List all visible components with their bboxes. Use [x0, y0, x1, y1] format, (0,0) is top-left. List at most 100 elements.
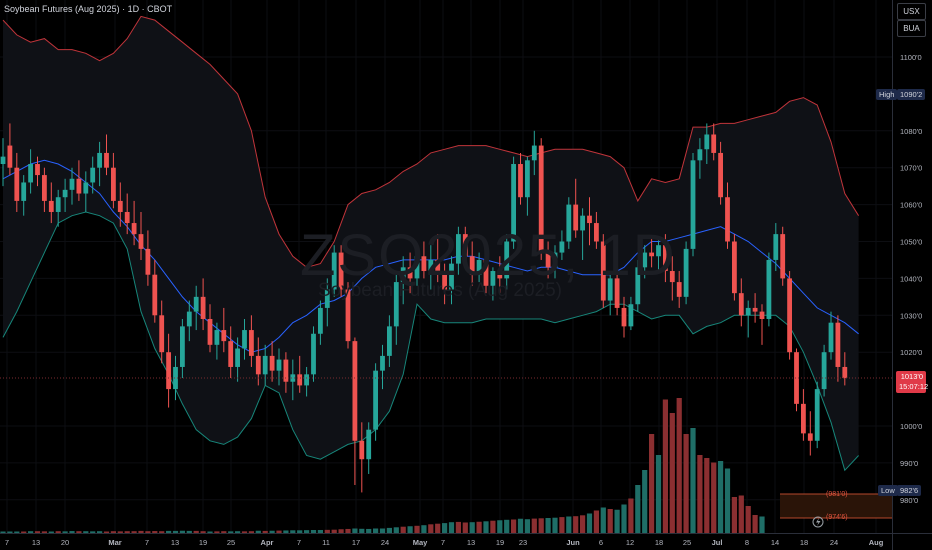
- volume-bar: [283, 530, 289, 533]
- candle-body: [331, 252, 337, 290]
- volume-bar: [483, 521, 489, 533]
- watermark-name: Soybean Futures (Aug 2025): [318, 280, 562, 301]
- currency-button[interactable]: USX: [897, 3, 926, 20]
- volume-bar: [442, 523, 448, 533]
- candle-body: [538, 145, 544, 253]
- volume-bar: [235, 531, 241, 533]
- candle-body: [449, 263, 454, 290]
- candle-body: [456, 234, 461, 264]
- volume-bar: [400, 526, 406, 533]
- lightning-icon: [812, 516, 824, 528]
- candle-body: [718, 152, 723, 198]
- candle-body: [807, 433, 813, 441]
- candle-body: [656, 245, 661, 257]
- y-tick-label: 1040'0: [900, 274, 922, 283]
- candle-body: [497, 271, 503, 279]
- candle-body: [518, 164, 523, 198]
- candle-body: [249, 330, 254, 356]
- candle-body: [490, 271, 496, 286]
- x-tick-label: 25: [227, 538, 235, 547]
- volume-bar: [269, 530, 275, 533]
- countdown-value: 15:07:12: [899, 382, 929, 391]
- volume-bar: [366, 528, 372, 533]
- candle-body: [55, 197, 61, 212]
- candle-body: [745, 307, 751, 316]
- volume-bar: [504, 519, 510, 533]
- volume-bar: [642, 470, 648, 533]
- candle-body: [759, 311, 765, 319]
- volume-bar: [28, 531, 34, 533]
- candle-body: [580, 215, 585, 231]
- volume-bar: [593, 510, 599, 533]
- candle-body: [614, 278, 620, 308]
- price-levels-box: [780, 494, 892, 518]
- x-tick-label: Jun: [566, 538, 580, 547]
- candle-body: [207, 318, 213, 345]
- volume-bar: [345, 528, 351, 533]
- candle-body: [104, 152, 109, 168]
- candle-body: [345, 289, 351, 342]
- x-tick-label: May: [413, 538, 428, 547]
- volume-bar: [421, 525, 427, 533]
- candle-body: [697, 149, 703, 161]
- volume-bar: [511, 519, 517, 533]
- x-tick-label: 7: [145, 538, 149, 547]
- candle-body: [794, 352, 799, 404]
- candles-layer: [0, 123, 848, 493]
- candle-body: [428, 259, 434, 272]
- low-label: Low: [878, 485, 898, 496]
- volume-bar: [435, 523, 441, 533]
- volume-bar: [476, 521, 482, 533]
- volume-bar: [373, 528, 379, 533]
- candle-body: [552, 252, 558, 268]
- candle-body: [835, 322, 841, 367]
- volume-bar: [304, 530, 310, 533]
- candle-body: [214, 330, 220, 345]
- volume-bar: [166, 530, 172, 533]
- volume-bar: [745, 506, 751, 533]
- x-tick-label: 13: [171, 538, 179, 547]
- candle-body: [663, 245, 668, 272]
- x-tick-label: 7: [5, 538, 9, 547]
- volume-bar: [214, 531, 220, 533]
- x-tick-label: 7: [297, 538, 301, 547]
- y-tick-label: 1080'0: [900, 127, 922, 136]
- volume-bar: [48, 531, 54, 533]
- volume-bar: [690, 428, 696, 533]
- high-value: 1090'2: [897, 89, 926, 100]
- candle-body: [186, 311, 192, 327]
- volume-bar: [262, 530, 268, 533]
- y-tick-label: 1070'0: [900, 164, 922, 173]
- candle-body: [600, 241, 606, 301]
- volume-bar: [649, 434, 655, 533]
- volume-bar: [55, 531, 61, 533]
- candle-body: [352, 341, 358, 441]
- volume-bar: [241, 531, 248, 533]
- x-tick-label: Apr: [261, 538, 274, 547]
- volume-bar: [359, 528, 365, 533]
- candle-body: [628, 304, 634, 327]
- volume-bar: [152, 531, 158, 533]
- volume-bar: [731, 497, 737, 533]
- volume-bar: [379, 528, 386, 533]
- candle-body: [145, 248, 151, 275]
- candle-body: [462, 234, 468, 257]
- volume-bar: [586, 513, 593, 533]
- candle-body: [124, 211, 130, 224]
- candle-body: [442, 274, 447, 290]
- candle-body: [42, 175, 47, 201]
- candle-body: [76, 178, 82, 194]
- x-tick-label: Mar: [108, 538, 121, 547]
- candle-body: [221, 330, 227, 342]
- watermark-symbol: ZSQ2025, 1D: [300, 223, 677, 288]
- volume-bar: [14, 531, 20, 533]
- unit-button[interactable]: BUA: [897, 20, 926, 37]
- candle-body: [842, 366, 848, 379]
- last-price-badge: 1013'0 15:07:12: [896, 371, 929, 393]
- volume-bar: [276, 530, 282, 533]
- chart-title: Soybean Futures (Aug 2025) · 1D · CBOT: [4, 4, 173, 14]
- candle-body: [373, 370, 378, 430]
- volume-bar: [317, 530, 323, 533]
- candle-body: [421, 256, 427, 272]
